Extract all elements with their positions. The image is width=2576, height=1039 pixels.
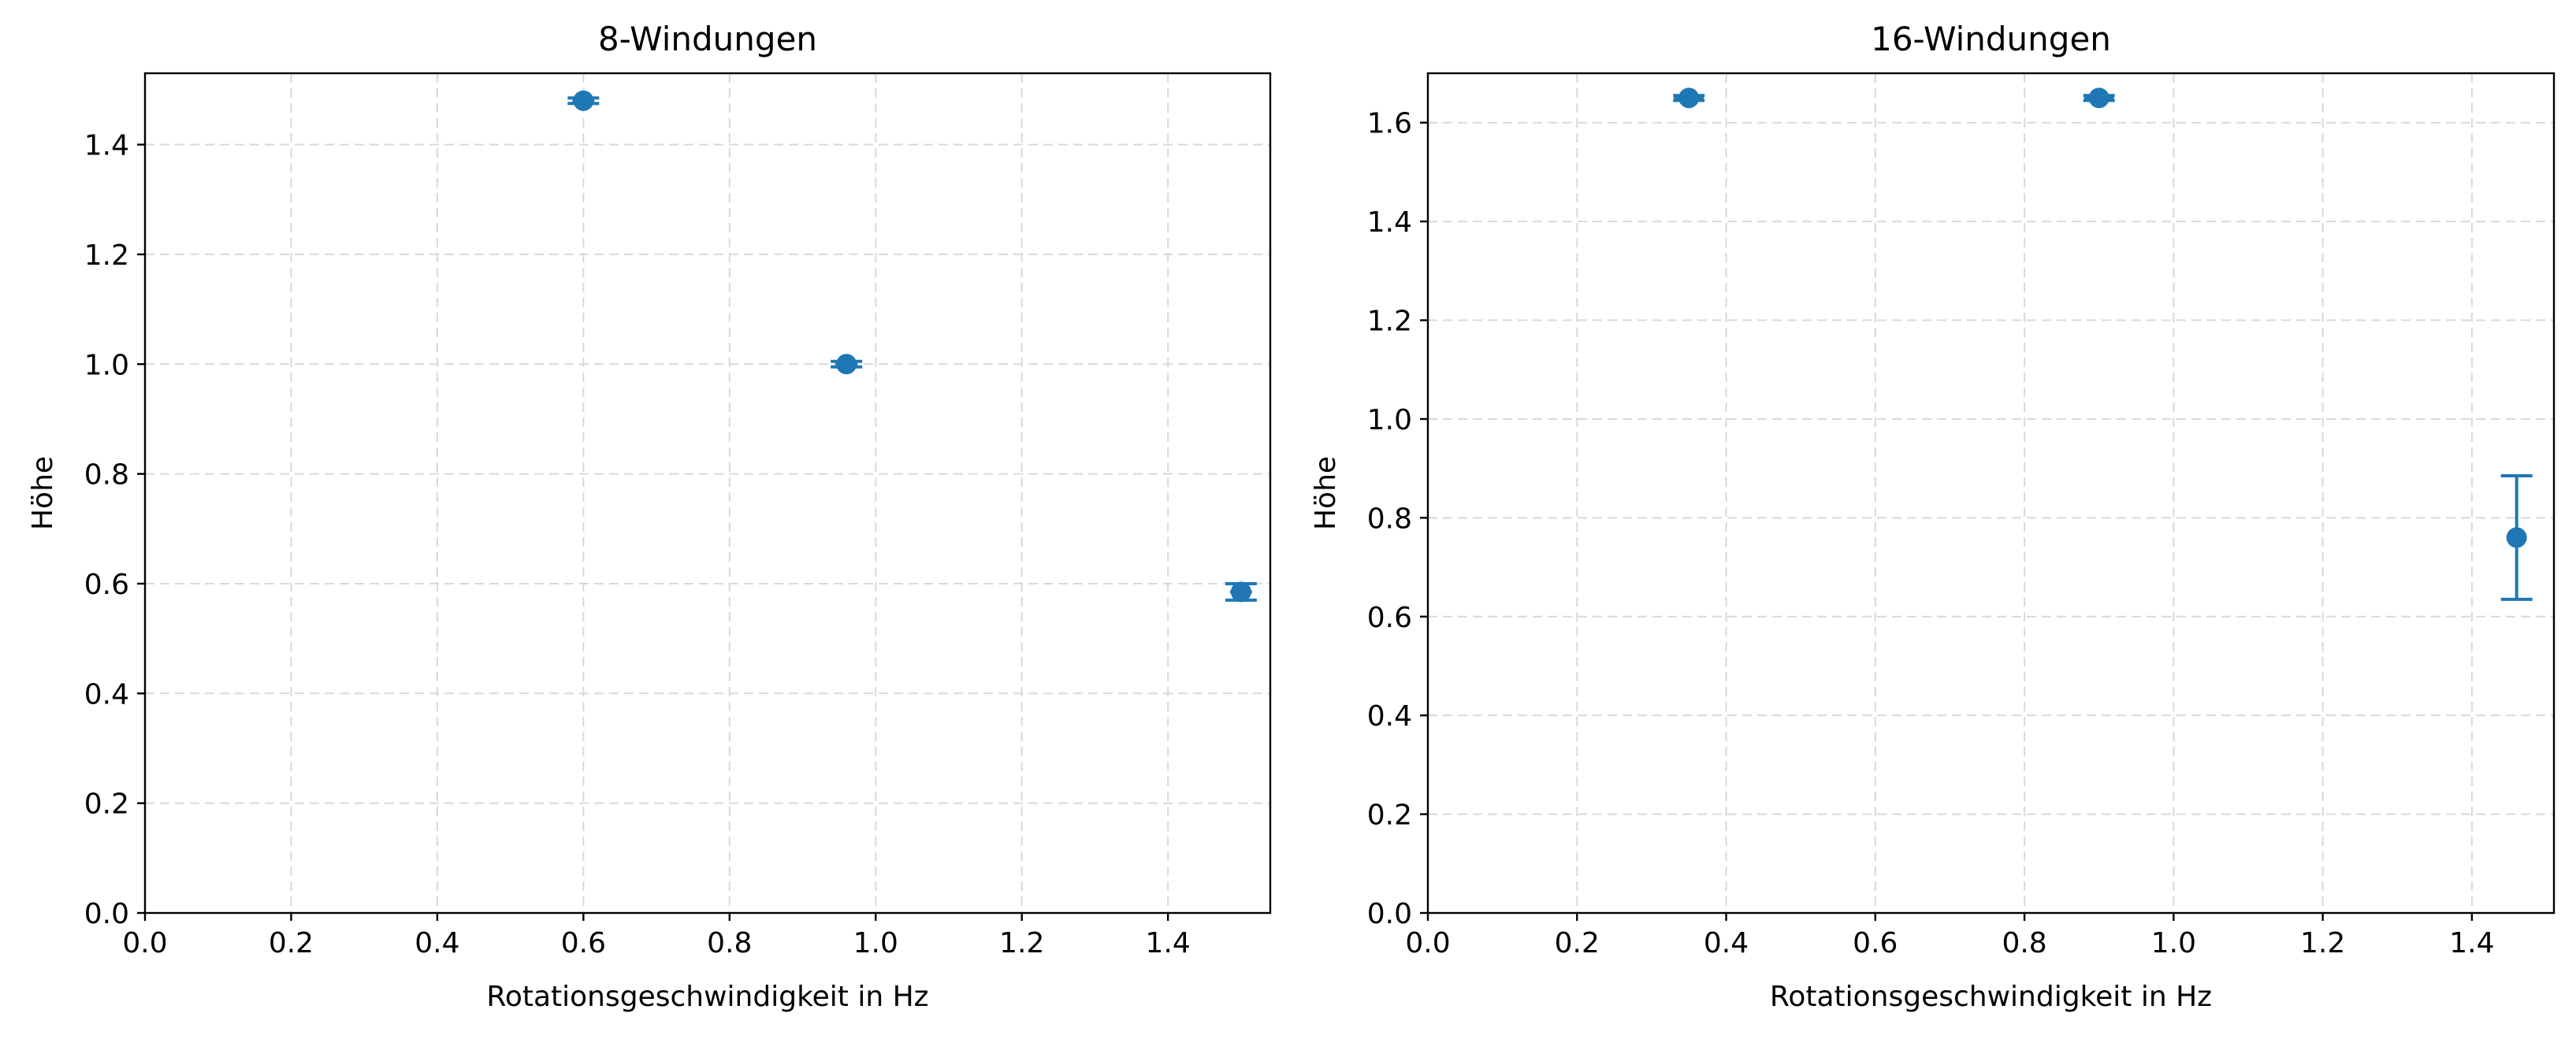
data-point xyxy=(1673,87,1705,109)
y-tick-label: 1.0 xyxy=(84,349,129,381)
data-points xyxy=(1673,87,2533,601)
point-marker xyxy=(2088,87,2109,109)
x-axis-label: Rotationsgeschwindigkeit in Hz xyxy=(1770,981,2212,1013)
x-tick-label: 0.2 xyxy=(269,927,314,959)
x-axis-label: Rotationsgeschwindigkeit in Hz xyxy=(486,981,928,1013)
x-tick-label: 0.8 xyxy=(707,927,752,959)
plot-frame xyxy=(1426,72,2556,915)
grid-lines xyxy=(144,73,1270,914)
data-point xyxy=(831,354,863,375)
data-points xyxy=(567,90,1257,603)
y-tick-label: 1.2 xyxy=(84,239,129,272)
data-point xyxy=(2500,474,2533,601)
y-tick-label: 0.8 xyxy=(84,459,129,492)
plot-frame xyxy=(143,72,1272,915)
y-axis-label: Höhe xyxy=(1310,456,1342,530)
data-point xyxy=(2083,87,2115,109)
x-tick-label: 1.0 xyxy=(853,927,898,959)
y-tick-label: 0.2 xyxy=(84,789,129,821)
x-tick-label: 1.2 xyxy=(2300,927,2345,959)
y-tick-label: 1.4 xyxy=(84,130,129,162)
y-tick-label: 1.4 xyxy=(1367,206,1412,239)
x-tick-label: 0.6 xyxy=(561,927,606,959)
y-axis-label: Höhe xyxy=(27,456,59,530)
x-tick-label: 0.6 xyxy=(1853,927,1898,959)
x-tick-label: 0.0 xyxy=(122,927,167,959)
grid-lines xyxy=(1427,73,2554,914)
y-tick-label: 0.6 xyxy=(1367,602,1412,634)
x-tick-label: 1.0 xyxy=(2151,927,2196,959)
y-tick-label: 1.6 xyxy=(1367,108,1412,140)
y-tick-label: 0.8 xyxy=(1367,503,1412,535)
x-tick-label: 0.0 xyxy=(1405,927,1450,959)
subplot-16-windungen: 0.0 0.2 0.4 0.6 0.8 1.0 1.2 1.4 0.0 0.2 0.4 0.6 0.8 1… xyxy=(1310,20,2556,1013)
point-marker xyxy=(1230,581,1251,603)
y-tick-label: 0.6 xyxy=(84,569,129,601)
y-tick-label: 1.0 xyxy=(1367,404,1412,436)
point-marker xyxy=(836,354,857,375)
x-tick-label: 0.4 xyxy=(1704,927,1749,959)
y-tick-label: 1.2 xyxy=(1367,306,1412,338)
axis-ticks: 0.0 0.2 0.4 0.6 0.8 1.0 1.2 1.4 0.0 0.2 0.4 0.6 0.8 1… xyxy=(84,130,1191,959)
point-marker xyxy=(1678,87,1700,109)
x-tick-label: 1.2 xyxy=(999,927,1044,959)
y-tick-label: 0.0 xyxy=(84,898,129,930)
x-tick-label: 0.8 xyxy=(2002,927,2046,959)
chart-title: 8-Windungen xyxy=(598,20,817,58)
y-tick-label: 0.0 xyxy=(1367,898,1412,930)
subplot-8-windungen: 0.0 0.2 0.4 0.6 0.8 1.0 1.2 1.4 0.0 0.2 0.4 0.6 0.8 1… xyxy=(27,20,1272,1013)
point-marker xyxy=(573,90,594,111)
x-tick-label: 1.4 xyxy=(2449,927,2494,959)
y-tick-label: 0.2 xyxy=(1367,800,1412,832)
x-tick-label: 0.2 xyxy=(1555,927,1600,959)
data-point xyxy=(567,90,600,111)
x-tick-label: 1.4 xyxy=(1146,927,1191,959)
point-marker xyxy=(2506,527,2527,548)
y-tick-label: 0.4 xyxy=(1367,700,1412,733)
x-tick-label: 0.4 xyxy=(414,927,459,959)
axis-ticks: 0.0 0.2 0.4 0.6 0.8 1.0 1.2 1.4 0.0 0.2 0.4 0.6 0.8 1… xyxy=(1367,108,2495,959)
chart-title: 16-Windungen xyxy=(1871,20,2111,58)
y-tick-label: 0.4 xyxy=(84,678,129,711)
data-point xyxy=(1225,581,1257,603)
